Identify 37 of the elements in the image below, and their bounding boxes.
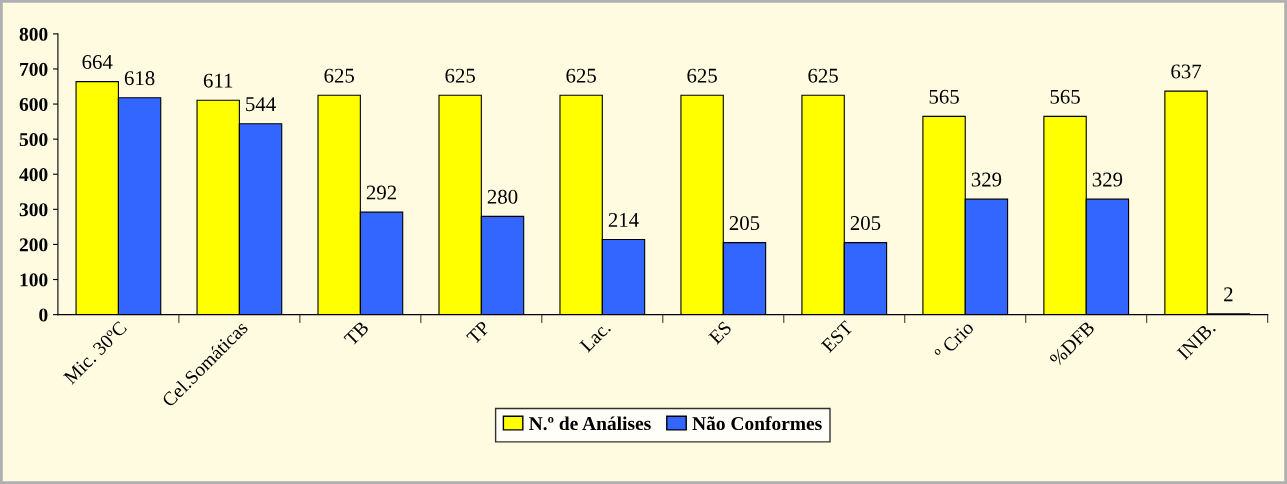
data-label: 292 [366,185,397,200]
data-label: 625 [566,68,596,83]
data-label: 625 [445,68,475,83]
data-label: 329 [971,172,1002,187]
data-label: 611 [203,73,233,88]
data-label: 205 [729,216,760,231]
data-label: 565 [1050,89,1080,104]
data-label: 637 [1171,64,1202,79]
y-tick-label: 100 [20,273,48,287]
data-label: 664 [82,55,113,70]
data-label: 625 [324,68,354,83]
x-tick-label: EST [820,320,854,354]
y-tick-label: 500 [19,132,48,147]
x-tick-label: º Crio [933,320,975,362]
data-label: 565 [929,89,959,104]
legend-label: N.º de Análises [529,416,651,431]
x-tick-label: Lac. [579,320,612,353]
data-label: 625 [808,68,838,83]
data-label: 205 [850,216,881,231]
x-tick-label: TP [466,320,491,345]
y-tick-label: 200 [19,238,48,252]
data-label: 280 [487,189,518,204]
data-label: 2 [1224,287,1233,302]
data-label: 618 [124,71,155,86]
y-tick-label: 600 [19,97,48,111]
data-label: 544 [246,97,276,112]
y-tick-label: 300 [19,203,48,217]
y-tick-label: 400 [19,168,48,182]
data-label: 214 [608,212,639,227]
y-tick-label: 800 [19,27,48,41]
x-tick-label: TB [343,320,370,347]
legend-label: Não Conformes [692,416,822,431]
data-label: 625 [687,68,717,83]
y-tick-label: 700 [20,62,48,76]
y-tick-label: 0 [39,308,48,322]
x-tick-label: ES [708,320,733,345]
data-label: 329 [1092,172,1123,187]
